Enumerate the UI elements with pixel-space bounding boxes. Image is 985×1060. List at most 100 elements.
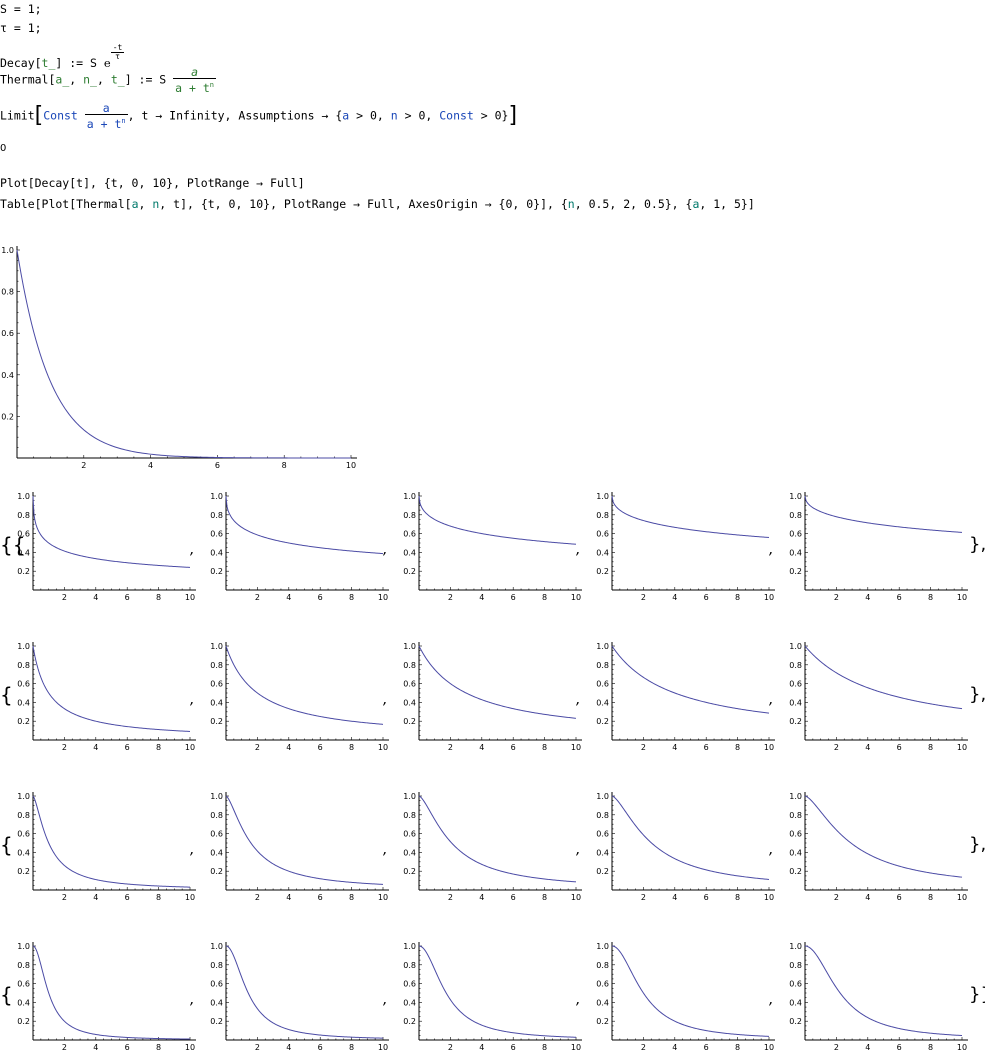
curve-line xyxy=(804,645,963,710)
thermal-plot[interactable]: 2 4 6 8 10 0.2 0.4 0.6 0.8 1.0 xyxy=(9,790,199,908)
x-tick-label: 6 xyxy=(125,1043,130,1052)
y-tick-label: 0.4 xyxy=(210,848,223,857)
input-line-s[interactable]: S = 1; xyxy=(0,2,42,16)
y-tick-label: 0.6 xyxy=(17,530,30,539)
y-tick-label: 0.2 xyxy=(789,717,802,726)
y-tick-label: 0.8 xyxy=(596,511,609,520)
y-tick-label: 0.6 xyxy=(403,530,416,539)
x-tick-label: 8 xyxy=(928,893,933,902)
thermal-plot[interactable]: 2 4 6 8 10 0.2 0.4 0.6 0.8 1.0 xyxy=(588,640,778,758)
code-text: S = 1; xyxy=(0,2,42,16)
y-tick-label: 0.6 xyxy=(789,530,802,539)
x-tick-label: 2 xyxy=(62,893,67,902)
bracket-open: [ xyxy=(34,102,44,128)
y-tick-label: 0.6 xyxy=(17,830,30,839)
thermal-plot[interactable]: 2 4 6 8 10 0.2 0.4 0.6 0.8 1.0 xyxy=(781,940,971,1058)
exp-den: τ xyxy=(115,52,120,61)
x-tick-label: 8 xyxy=(928,1043,933,1052)
bracket-close: ] xyxy=(508,102,518,128)
thermal-plot[interactable]: 2 4 6 8 10 0.2 0.4 0.6 0.8 1.0 xyxy=(588,940,778,1058)
x-tick-label: 2 xyxy=(641,593,646,602)
curve-line xyxy=(32,795,191,888)
x-tick-label: 10 xyxy=(378,743,388,752)
thermal-plot[interactable]: 2 4 6 8 10 0.2 0.4 0.6 0.8 1.0 xyxy=(588,790,778,908)
y-tick-label: 0.6 xyxy=(210,830,223,839)
y-tick-label: 0.8 xyxy=(789,661,802,670)
x-tick-label: 8 xyxy=(928,743,933,752)
thermal-plot[interactable]: 2 4 6 8 10 0.2 0.4 0.6 0.8 1.0 xyxy=(202,640,392,758)
x-tick-label: 6 xyxy=(318,1043,323,1052)
y-tick-label: 0.6 xyxy=(789,830,802,839)
x-tick-label: 2 xyxy=(448,743,453,752)
input-line-plot[interactable]: Plot[Decay[t], {t, 0, 10}, PlotRange → F… xyxy=(0,176,305,190)
list-comma: , xyxy=(769,542,774,558)
x-tick-label: 6 xyxy=(704,743,709,752)
x-tick-label: 4 xyxy=(479,1043,484,1052)
thermal-plot[interactable]: 2 4 6 8 10 0.2 0.4 0.6 0.8 1.0 xyxy=(9,640,199,758)
x-tick-label: 2 xyxy=(255,593,260,602)
symbol-a: a xyxy=(342,108,350,123)
thermal-plot[interactable]: 2 4 6 8 10 0.2 0.4 0.6 0.8 1.0 xyxy=(9,490,199,608)
curve-line xyxy=(16,249,351,459)
list-comma: , xyxy=(383,992,388,1008)
thermal-plot[interactable]: 2 4 6 8 10 0.2 0.4 0.6 0.8 1.0 xyxy=(9,940,199,1058)
pattern-arg: n_ xyxy=(83,72,97,87)
y-tick-label: 0.4 xyxy=(789,998,802,1007)
thermal-plot[interactable]: 2 4 6 8 10 0.2 0.4 0.6 0.8 1.0 xyxy=(781,640,971,758)
x-tick-label: 4 xyxy=(865,893,870,902)
x-tick-label: 10 xyxy=(378,1043,388,1052)
list-comma: , xyxy=(769,992,774,1008)
y-tick-label: 0.4 xyxy=(596,698,609,707)
x-tick-label: 2 xyxy=(448,593,453,602)
curve-line xyxy=(418,795,577,883)
y-tick-label: 0.4 xyxy=(789,848,802,857)
list-comma: , xyxy=(576,842,581,858)
y-tick-label: 0.8 xyxy=(789,961,802,970)
x-tick-label: 2 xyxy=(641,1043,646,1052)
thermal-plot[interactable]: 2 4 6 8 10 0.2 0.4 0.6 0.8 1.0 xyxy=(395,640,585,758)
thermal-plot[interactable]: 2 4 6 8 10 0.2 0.4 0.6 0.8 1.0 xyxy=(395,790,585,908)
x-tick-label: 4 xyxy=(672,1043,677,1052)
code-text: , 0.5, 2, 0.5}, { xyxy=(574,197,693,211)
y-tick-label: 1.0 xyxy=(789,492,802,501)
x-tick-label: 4 xyxy=(148,461,153,470)
thermal-plot[interactable]: 2 4 6 8 10 0.2 0.4 0.6 0.8 1.0 xyxy=(202,940,392,1058)
thermal-plot[interactable]: 2 4 6 8 10 0.2 0.4 0.6 0.8 1.0 xyxy=(395,940,585,1058)
x-tick-label: 6 xyxy=(511,893,516,902)
thermal-plot[interactable]: 2 4 6 8 10 0.2 0.4 0.6 0.8 1.0 xyxy=(202,790,392,908)
thermal-plot[interactable]: 2 4 6 8 10 0.2 0.4 0.6 0.8 1.0 xyxy=(588,490,778,608)
list-open-brace: { xyxy=(0,683,13,707)
thermal-plot[interactable]: 2 4 6 8 10 0.2 0.4 0.6 0.8 1.0 xyxy=(395,490,585,608)
code-text: τ = 1; xyxy=(0,21,42,35)
y-tick-label: 0.4 xyxy=(403,548,416,557)
x-tick-label: 6 xyxy=(704,593,709,602)
input-line-decay[interactable]: Decay[t_] := S e -t τ xyxy=(0,44,125,70)
y-tick-label: 0.8 xyxy=(210,661,223,670)
y-tick-label: 0.8 xyxy=(403,811,416,820)
y-tick-label: 0.2 xyxy=(1,412,14,421)
thermal-plot[interactable]: 2 4 6 8 10 0.2 0.4 0.6 0.8 1.0 xyxy=(781,490,971,608)
y-tick-label: 1.0 xyxy=(17,642,30,651)
thermal-plot[interactable]: 2 4 6 8 10 0.2 0.4 0.6 0.8 1.0 xyxy=(202,490,392,608)
x-tick-label: 2 xyxy=(255,893,260,902)
thermal-plot[interactable]: 2 4 6 8 10 0.2 0.4 0.6 0.8 1.0 xyxy=(781,790,971,908)
y-tick-label: 0.2 xyxy=(403,1017,416,1026)
decay-plot[interactable]: 2 4 6 8 10 0.2 0.4 0.6 0.8 1.0 xyxy=(0,240,365,472)
x-tick-label: 2 xyxy=(255,1043,260,1052)
x-tick-label: 8 xyxy=(735,893,740,902)
x-tick-label: 4 xyxy=(93,1043,98,1052)
y-tick-label: 0.2 xyxy=(789,867,802,876)
x-tick-label: 4 xyxy=(286,1043,291,1052)
x-tick-label: 2 xyxy=(834,593,839,602)
input-line-tau[interactable]: τ = 1; xyxy=(0,21,42,35)
x-tick-label: 2 xyxy=(641,893,646,902)
y-tick-label: 0.2 xyxy=(210,867,223,876)
y-tick-label: 0.8 xyxy=(210,511,223,520)
x-tick-label: 4 xyxy=(865,743,870,752)
y-tick-label: 0.8 xyxy=(17,961,30,970)
y-tick-label: 0.8 xyxy=(596,811,609,820)
input-line-table[interactable]: Table[Plot[Thermal[a, n, t], {t, 0, 10},… xyxy=(0,197,755,211)
